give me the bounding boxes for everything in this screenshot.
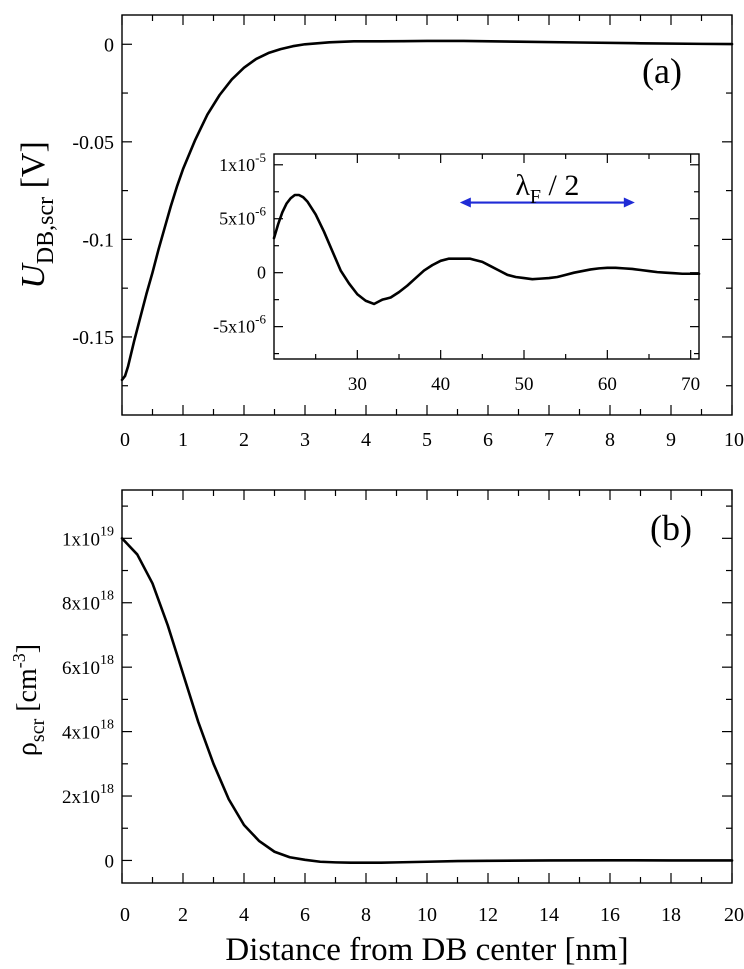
panel-b-y-tick-exponent: 18 [100,653,114,668]
panel-b-x-tick-label: 0 [120,904,130,926]
panel-a-x-tick-label: 2 [239,429,249,451]
panel-b-y-axis-label: ρscr [cm-3] [9,644,49,756]
panel-b-frame [121,489,733,884]
panel-b-x-tick-label: 6 [300,904,310,926]
inset-y-tick-label: 0 [257,263,266,283]
panel-b-x-tick-label: 10 [417,904,437,926]
lambda-rest: / 2 [541,169,579,202]
panel-a-x-tick-label: 3 [300,429,310,451]
lambda-annotation: λF / 2 [515,169,579,208]
panel-b-y-tick-mantissa: 1x10 [62,529,100,550]
panel-b-y-tick-mantissa: 4x10 [62,723,100,744]
panel-a-y-label-main: U [15,262,52,289]
panel-b-y-tick-mantissa: 6x10 [62,658,100,679]
panel-b-x-tick-label: 20 [724,904,744,926]
panel-b-label: (b) [650,508,692,548]
inset-y-tick-mantissa: -5x10 [213,317,255,337]
inset-series-line [272,193,701,306]
inset-y-tick-exponent: -6 [255,204,266,219]
panel-b-y-tick-exponent: 18 [100,718,114,733]
panel-b-x-tick-label: 4 [239,904,249,926]
panel-b-x-tick-label: 14 [539,904,559,926]
panel-b-y-label-sub: scr [27,718,49,742]
panel-b-x-tick-label: 2 [178,904,188,926]
panel-b-y-tick-label: 8x1018 [62,589,114,615]
panel-a-x-tick-label: 4 [361,429,371,451]
inset-x-tick-label: 60 [598,374,617,395]
inset-y-tick-mantissa: 1x10 [219,155,255,175]
inset-frame [273,153,700,360]
panel-a-x-tick-label: 6 [483,429,493,451]
panel-b-y-tick-exponent: 18 [100,589,114,604]
panel-a-x-tick-label: 0 [120,429,130,451]
panel-a-x-tick-label: 1 [178,429,188,451]
panel-a-x-tick-label: 10 [724,429,744,451]
panel-b-y-tick-exponent: 19 [100,524,114,539]
panel-a: 0 1 2 3 4 5 6 7 8 9 10 0 -0.05 -0.1 -0.15 UDB,scr [V] (a… [15,14,744,451]
panel-b-y-tick-mantissa: 8x10 [62,594,100,615]
lambda-arrow-head-right [623,197,635,208]
panel-a-y-label-sub: DB,scr [33,197,59,264]
inset-y-tick-exponent: -6 [255,312,266,327]
panel-b-y-tick-label: 1x1019 [62,524,114,550]
panel-a-y-tick-label: -0.1 [82,229,114,251]
x-axis-label: Distance from DB center [nm] [225,932,628,968]
inset-x-tick-label: 30 [348,374,367,395]
inset-x-tick-label: 40 [431,374,450,395]
inset-y-tick-label: -5x10-6 [213,312,266,337]
panel-b-y-tick-exponent: 18 [100,782,114,797]
panel-b-x-tick-label: 8 [361,904,371,926]
panel-a-x-tick-label: 8 [605,429,615,451]
panel-a-y-tick-label: -0.05 [72,132,114,154]
lambda-arrow-head-left [459,197,471,208]
panel-b-y-tick-label: 2x1018 [62,782,114,808]
panel-a-y-axis-label: UDB,scr [V] [15,141,59,289]
panel-a-y-label-unit: [V] [15,141,52,197]
panel-a-series-line [120,39,734,382]
panel-b-y-label-unit-end: ] [12,644,43,653]
panel-b-y-tick-mantissa: 2x10 [62,787,100,808]
panel-b-series-line [120,537,734,865]
inset-y-tick-mantissa: 0 [257,263,266,283]
panel-b-x-tick-label: 16 [600,904,620,926]
panel-b-y-tick-mantissa: 0 [105,851,115,872]
panel-b-y-label-unit-sup: -3 [9,653,29,668]
panel-a-x-tick-label: 7 [544,429,554,451]
panel-b-y-tick-label: 0 [105,851,115,872]
inset-x-tick-label: 70 [681,374,700,395]
panel-b-y-tick-label: 4x1018 [62,718,114,744]
panel-b-x-tick-label: 12 [478,904,498,926]
inset-y-tick-label: 1x10-5 [219,150,266,175]
panel-b-y-label-unit: [cm [12,668,43,719]
panel-b-y-label-main: ρ [12,742,43,756]
panel-a-x-tick-label: 5 [422,429,432,451]
inset-y-tick-mantissa: 5x10 [219,209,255,229]
inset-y-tick-label: 5x10-6 [219,204,266,229]
lambda-symbol: λ [515,169,530,202]
panel-a-y-tick-label: 0 [104,34,114,56]
lambda-subscript: F [530,186,541,208]
panel-b-y-tick-label: 6x1018 [62,653,114,679]
panel-b: 0 2 4 6 8 10 12 14 16 18 201x10198x10186x10184x101… [9,489,744,968]
panel-a-x-tick-label: 9 [666,429,676,451]
inset-y-tick-exponent: -5 [255,150,266,165]
inset-x-tick-label: 50 [515,374,534,395]
panel-a-y-tick-label: -0.15 [72,327,114,349]
panel-a-label: (a) [642,51,682,91]
panel-b-x-tick-label: 18 [661,904,681,926]
